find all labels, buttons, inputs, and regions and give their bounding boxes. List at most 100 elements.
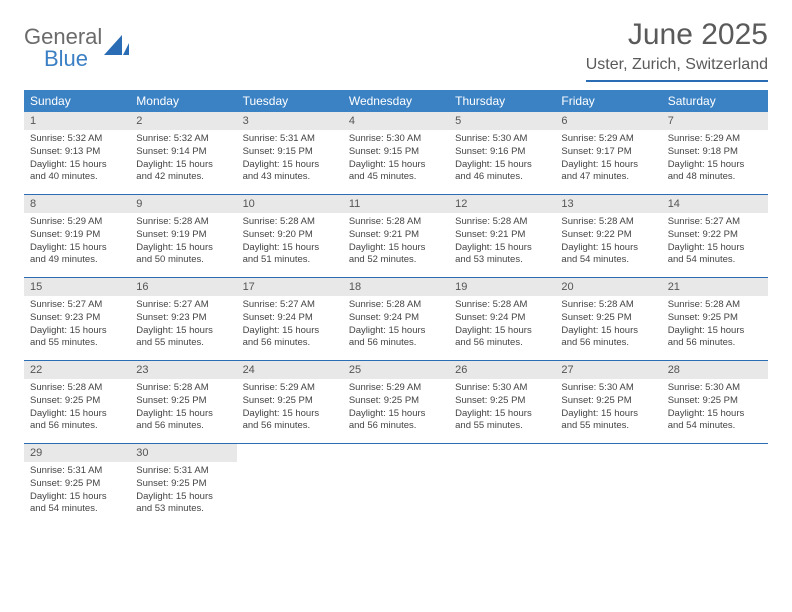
day-number: 19 — [449, 278, 555, 296]
day-number: 9 — [130, 195, 236, 213]
dow-cell: Saturday — [662, 90, 768, 112]
day-body: Sunrise: 5:28 AMSunset: 9:24 PMDaylight:… — [343, 296, 449, 356]
day-number: 26 — [449, 361, 555, 379]
day-cell: 3Sunrise: 5:31 AMSunset: 9:15 PMDaylight… — [237, 112, 343, 194]
day-cell: 29Sunrise: 5:31 AMSunset: 9:25 PMDayligh… — [24, 444, 130, 526]
day-cell: 24Sunrise: 5:29 AMSunset: 9:25 PMDayligh… — [237, 361, 343, 443]
day-cell: 15Sunrise: 5:27 AMSunset: 9:23 PMDayligh… — [24, 278, 130, 360]
dow-cell: Sunday — [24, 90, 130, 112]
week-row: 22Sunrise: 5:28 AMSunset: 9:25 PMDayligh… — [24, 361, 768, 444]
day-cell: 16Sunrise: 5:27 AMSunset: 9:23 PMDayligh… — [130, 278, 236, 360]
empty-cell — [662, 444, 768, 526]
calendar: SundayMondayTuesdayWednesdayThursdayFrid… — [24, 90, 768, 526]
logo-sail-icon — [104, 35, 130, 62]
dow-cell: Thursday — [449, 90, 555, 112]
week-row: 29Sunrise: 5:31 AMSunset: 9:25 PMDayligh… — [24, 444, 768, 526]
day-body: Sunrise: 5:31 AMSunset: 9:25 PMDaylight:… — [130, 462, 236, 522]
day-body: Sunrise: 5:28 AMSunset: 9:21 PMDaylight:… — [343, 213, 449, 273]
day-cell: 8Sunrise: 5:29 AMSunset: 9:19 PMDaylight… — [24, 195, 130, 277]
day-number: 8 — [24, 195, 130, 213]
title-block: June 2025 Uster, Zurich, Switzerland — [586, 18, 768, 82]
dow-cell: Monday — [130, 90, 236, 112]
day-number: 14 — [662, 195, 768, 213]
day-body: Sunrise: 5:29 AMSunset: 9:18 PMDaylight:… — [662, 130, 768, 190]
day-number: 18 — [343, 278, 449, 296]
day-body: Sunrise: 5:30 AMSunset: 9:25 PMDaylight:… — [662, 379, 768, 439]
day-number: 29 — [24, 444, 130, 462]
day-number: 30 — [130, 444, 236, 462]
day-body: Sunrise: 5:30 AMSunset: 9:25 PMDaylight:… — [449, 379, 555, 439]
day-body: Sunrise: 5:27 AMSunset: 9:23 PMDaylight:… — [130, 296, 236, 356]
day-cell: 2Sunrise: 5:32 AMSunset: 9:14 PMDaylight… — [130, 112, 236, 194]
day-cell: 5Sunrise: 5:30 AMSunset: 9:16 PMDaylight… — [449, 112, 555, 194]
day-number: 10 — [237, 195, 343, 213]
empty-cell — [343, 444, 449, 526]
day-body: Sunrise: 5:30 AMSunset: 9:16 PMDaylight:… — [449, 130, 555, 190]
logo-text-blue: Blue — [24, 48, 102, 70]
day-number: 20 — [555, 278, 661, 296]
day-number: 12 — [449, 195, 555, 213]
day-cell: 4Sunrise: 5:30 AMSunset: 9:15 PMDaylight… — [343, 112, 449, 194]
day-body: Sunrise: 5:28 AMSunset: 9:25 PMDaylight:… — [130, 379, 236, 439]
logo-text-general: General — [24, 26, 102, 48]
day-body: Sunrise: 5:28 AMSunset: 9:25 PMDaylight:… — [555, 296, 661, 356]
day-body: Sunrise: 5:29 AMSunset: 9:19 PMDaylight:… — [24, 213, 130, 273]
day-cell: 9Sunrise: 5:28 AMSunset: 9:19 PMDaylight… — [130, 195, 236, 277]
day-number: 3 — [237, 112, 343, 130]
day-number: 15 — [24, 278, 130, 296]
week-row: 1Sunrise: 5:32 AMSunset: 9:13 PMDaylight… — [24, 112, 768, 195]
day-number: 4 — [343, 112, 449, 130]
day-number: 27 — [555, 361, 661, 379]
day-number: 13 — [555, 195, 661, 213]
days-of-week-row: SundayMondayTuesdayWednesdayThursdayFrid… — [24, 90, 768, 112]
day-cell: 17Sunrise: 5:27 AMSunset: 9:24 PMDayligh… — [237, 278, 343, 360]
empty-cell — [237, 444, 343, 526]
day-body: Sunrise: 5:29 AMSunset: 9:17 PMDaylight:… — [555, 130, 661, 190]
day-body: Sunrise: 5:32 AMSunset: 9:13 PMDaylight:… — [24, 130, 130, 190]
day-body: Sunrise: 5:30 AMSunset: 9:25 PMDaylight:… — [555, 379, 661, 439]
day-number: 17 — [237, 278, 343, 296]
day-number: 11 — [343, 195, 449, 213]
day-cell: 7Sunrise: 5:29 AMSunset: 9:18 PMDaylight… — [662, 112, 768, 194]
day-cell: 11Sunrise: 5:28 AMSunset: 9:21 PMDayligh… — [343, 195, 449, 277]
empty-cell — [555, 444, 661, 526]
day-cell: 6Sunrise: 5:29 AMSunset: 9:17 PMDaylight… — [555, 112, 661, 194]
day-cell: 13Sunrise: 5:28 AMSunset: 9:22 PMDayligh… — [555, 195, 661, 277]
week-row: 15Sunrise: 5:27 AMSunset: 9:23 PMDayligh… — [24, 278, 768, 361]
day-cell: 30Sunrise: 5:31 AMSunset: 9:25 PMDayligh… — [130, 444, 236, 526]
day-number: 21 — [662, 278, 768, 296]
day-body: Sunrise: 5:28 AMSunset: 9:21 PMDaylight:… — [449, 213, 555, 273]
day-cell: 28Sunrise: 5:30 AMSunset: 9:25 PMDayligh… — [662, 361, 768, 443]
day-body: Sunrise: 5:27 AMSunset: 9:24 PMDaylight:… — [237, 296, 343, 356]
day-number: 6 — [555, 112, 661, 130]
day-cell: 19Sunrise: 5:28 AMSunset: 9:24 PMDayligh… — [449, 278, 555, 360]
day-body: Sunrise: 5:28 AMSunset: 9:25 PMDaylight:… — [662, 296, 768, 356]
day-body: Sunrise: 5:31 AMSunset: 9:15 PMDaylight:… — [237, 130, 343, 190]
day-body: Sunrise: 5:28 AMSunset: 9:24 PMDaylight:… — [449, 296, 555, 356]
empty-cell — [449, 444, 555, 526]
day-body: Sunrise: 5:28 AMSunset: 9:20 PMDaylight:… — [237, 213, 343, 273]
day-number: 23 — [130, 361, 236, 379]
day-number: 24 — [237, 361, 343, 379]
day-body: Sunrise: 5:30 AMSunset: 9:15 PMDaylight:… — [343, 130, 449, 190]
day-body: Sunrise: 5:32 AMSunset: 9:14 PMDaylight:… — [130, 130, 236, 190]
day-body: Sunrise: 5:28 AMSunset: 9:22 PMDaylight:… — [555, 213, 661, 273]
day-body: Sunrise: 5:27 AMSunset: 9:23 PMDaylight:… — [24, 296, 130, 356]
day-body: Sunrise: 5:29 AMSunset: 9:25 PMDaylight:… — [237, 379, 343, 439]
day-cell: 26Sunrise: 5:30 AMSunset: 9:25 PMDayligh… — [449, 361, 555, 443]
day-body: Sunrise: 5:28 AMSunset: 9:19 PMDaylight:… — [130, 213, 236, 273]
day-number: 25 — [343, 361, 449, 379]
day-cell: 14Sunrise: 5:27 AMSunset: 9:22 PMDayligh… — [662, 195, 768, 277]
day-cell: 18Sunrise: 5:28 AMSunset: 9:24 PMDayligh… — [343, 278, 449, 360]
day-cell: 10Sunrise: 5:28 AMSunset: 9:20 PMDayligh… — [237, 195, 343, 277]
header: General Blue June 2025 Uster, Zurich, Sw… — [24, 18, 768, 82]
month-title: June 2025 — [586, 18, 768, 52]
day-number: 7 — [662, 112, 768, 130]
day-body: Sunrise: 5:29 AMSunset: 9:25 PMDaylight:… — [343, 379, 449, 439]
day-number: 5 — [449, 112, 555, 130]
day-body: Sunrise: 5:27 AMSunset: 9:22 PMDaylight:… — [662, 213, 768, 273]
day-number: 22 — [24, 361, 130, 379]
day-number: 2 — [130, 112, 236, 130]
day-number: 28 — [662, 361, 768, 379]
day-cell: 22Sunrise: 5:28 AMSunset: 9:25 PMDayligh… — [24, 361, 130, 443]
